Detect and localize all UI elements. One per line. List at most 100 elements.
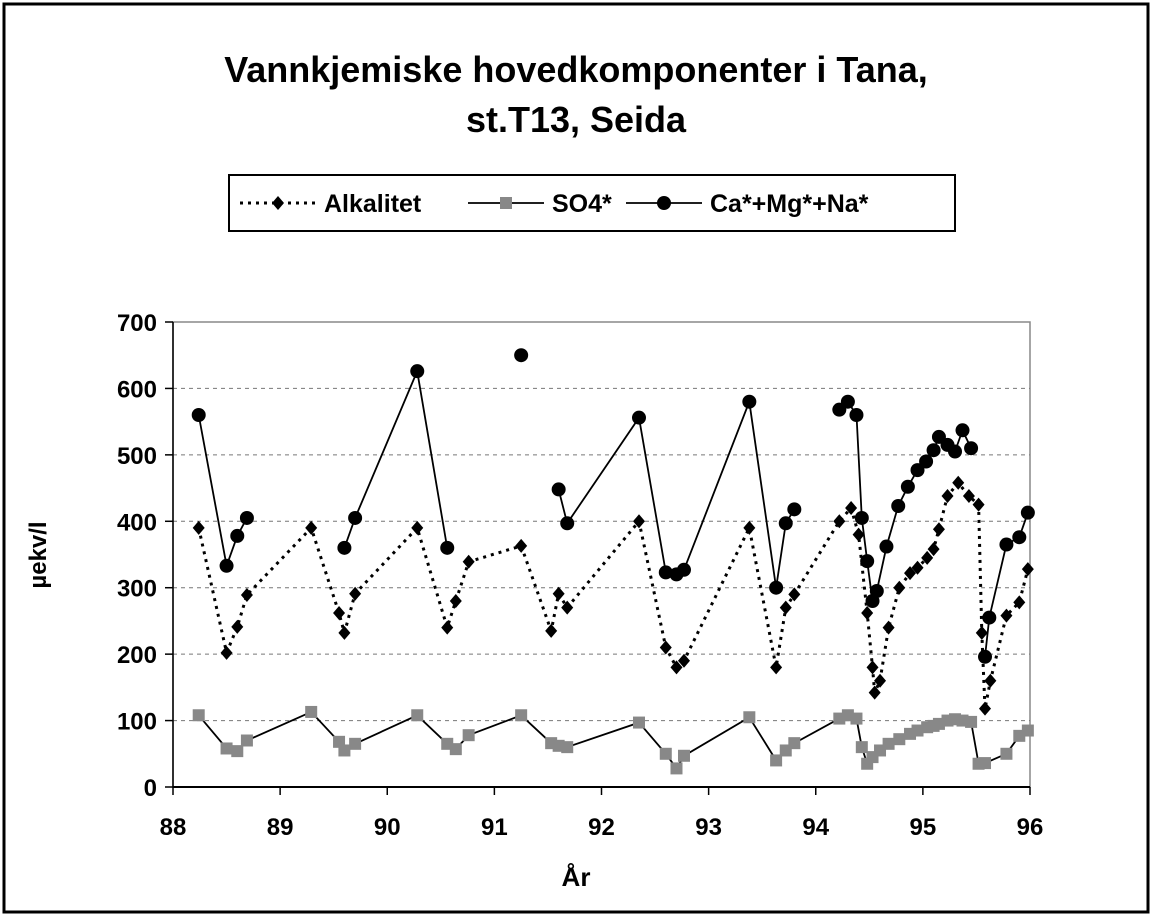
point-circle <box>955 423 970 438</box>
point-diamond <box>659 640 672 655</box>
point-circle <box>869 584 884 599</box>
point-diamond <box>904 566 917 581</box>
point-diamond <box>952 475 965 490</box>
point-diamond <box>552 586 565 601</box>
point-diamond <box>449 594 462 608</box>
point-circle <box>631 410 646 425</box>
point-diamond <box>852 527 865 542</box>
point-diamond <box>240 588 253 603</box>
x-tick-label: 88 <box>160 814 187 841</box>
point-diamond <box>868 685 881 700</box>
point-diamond <box>874 673 887 688</box>
point-circle <box>978 649 993 664</box>
point-circle <box>337 540 352 555</box>
point-circle <box>514 348 529 363</box>
x-tick-label: 90 <box>374 814 401 841</box>
point-square <box>411 709 424 722</box>
point-square <box>449 743 462 756</box>
point-diamond <box>770 660 783 675</box>
point-square <box>305 705 318 718</box>
point-circle <box>560 516 575 531</box>
point-diamond <box>670 660 683 675</box>
point-diamond <box>921 550 934 565</box>
point-circle <box>982 610 997 625</box>
x-tick-label: 93 <box>695 814 722 841</box>
y-tick-label: 600 <box>117 376 157 403</box>
point-diamond <box>411 520 424 535</box>
point-square <box>911 724 924 737</box>
series-line <box>343 368 449 549</box>
point-circle <box>948 444 963 459</box>
point-diamond <box>779 600 792 615</box>
y-tick-label: 200 <box>117 642 157 669</box>
point-square <box>855 741 868 754</box>
point-square <box>743 711 756 724</box>
x-tick-label: 95 <box>910 814 937 841</box>
point-diamond <box>972 497 985 512</box>
point-diamond <box>349 586 362 601</box>
point-circle <box>999 537 1014 552</box>
point-square <box>632 716 645 729</box>
point-circle <box>840 394 855 409</box>
point-square <box>231 745 244 758</box>
point-diamond <box>545 623 558 638</box>
point-diamond <box>893 580 906 595</box>
point-diamond <box>979 701 992 716</box>
point-square <box>220 742 233 755</box>
point-circle <box>849 408 864 422</box>
point-square <box>882 737 895 750</box>
point-square <box>462 729 475 742</box>
point-square <box>850 712 863 725</box>
chart-title: Vannkjemiske hovedkomponenter i Tana, <box>224 49 928 90</box>
x-tick-label: 91 <box>481 814 508 841</box>
y-tick-label: 100 <box>117 709 157 736</box>
point-diamond <box>941 489 954 504</box>
point-diamond <box>677 653 690 668</box>
legend-marker <box>272 196 284 210</box>
x-tick-label: 94 <box>802 814 829 841</box>
point-diamond <box>220 645 233 660</box>
point-diamond <box>441 620 454 635</box>
point-circle <box>551 482 566 497</box>
point-diamond <box>788 587 801 602</box>
point-circle <box>1020 505 1035 520</box>
point-diamond <box>861 605 874 620</box>
point-diamond <box>1000 608 1013 623</box>
point-diamond <box>1021 562 1034 577</box>
point-diamond <box>932 522 945 537</box>
point-circle <box>778 516 793 531</box>
point-square <box>788 737 801 750</box>
point-circle <box>219 558 234 573</box>
point-diamond <box>975 625 988 640</box>
point-square <box>659 747 672 760</box>
y-tick-label: 0 <box>144 775 157 802</box>
point-square <box>1021 724 1034 737</box>
point-diamond <box>305 520 318 535</box>
point-diamond <box>561 600 574 615</box>
legend-label: Ca*+Mg*+Na* <box>710 190 869 218</box>
point-circle <box>658 565 673 580</box>
point-square <box>770 754 783 767</box>
point-diamond <box>743 520 756 535</box>
point-diamond <box>1013 595 1026 610</box>
point-diamond <box>338 625 351 640</box>
point-square <box>338 744 351 757</box>
point-circle <box>769 580 784 595</box>
point-diamond <box>833 514 846 529</box>
legend-label: SO4* <box>552 190 612 218</box>
point-circle <box>926 443 941 458</box>
y-tick-label: 300 <box>117 576 157 603</box>
legend-label: Alkalitet <box>324 190 422 218</box>
point-circle <box>900 479 915 494</box>
y-axis-label: µekv/l <box>25 521 52 588</box>
point-circle <box>191 408 206 422</box>
point-circle <box>239 510 254 525</box>
y-tick-label: 400 <box>117 509 157 536</box>
point-diamond <box>927 542 940 557</box>
plot-area <box>172 321 1031 788</box>
point-square <box>192 709 205 722</box>
point-square <box>349 737 362 750</box>
point-square <box>979 757 992 770</box>
point-diamond <box>911 560 924 575</box>
point-circle <box>787 502 802 517</box>
